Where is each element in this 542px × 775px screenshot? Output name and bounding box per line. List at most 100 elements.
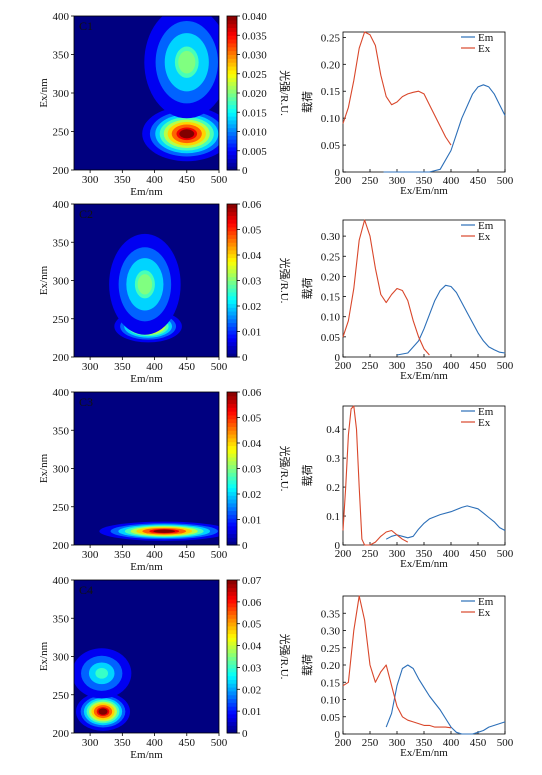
colorbar-segment <box>227 16 237 21</box>
colorbar-label: 光强/R.U. <box>278 70 292 116</box>
colorbar-tick-label: 0.04 <box>242 250 262 262</box>
x-tick-label: 300 <box>389 360 406 372</box>
colorbar-segment <box>227 46 237 52</box>
colorbar-segment <box>227 641 237 646</box>
colorbar-segment <box>227 104 237 109</box>
x-tick-label: 350 <box>114 174 131 186</box>
y-tick-label: 0.20 <box>321 59 341 71</box>
y-tick-label: 0.25 <box>321 32 341 44</box>
colorbar-segment <box>227 35 237 40</box>
x-tick-label: 500 <box>211 361 228 373</box>
x-tick-label: 500 <box>497 175 514 187</box>
colorbar-segment <box>227 506 237 512</box>
colorbar-segment <box>227 683 237 688</box>
colorbar-tick-label: 0.07 <box>242 575 262 587</box>
colorbar-segment <box>227 257 237 262</box>
panel-label: C2 <box>79 207 93 221</box>
x-tick-label: 450 <box>179 361 196 373</box>
legend-label-em: Em <box>478 406 494 418</box>
colorbar-segment <box>227 476 237 481</box>
colorbar-segment <box>227 135 237 140</box>
x-tick-label: 200 <box>335 360 352 372</box>
x-tick-label: 400 <box>146 361 163 373</box>
colorbar-segment <box>227 337 237 343</box>
x-tick-label: 450 <box>179 549 196 561</box>
colorbar-segment <box>227 54 237 59</box>
colorbar-segment <box>227 299 237 304</box>
y-tick-label: 0.15 <box>321 86 341 98</box>
colorbar-segment <box>227 502 237 508</box>
colorbar-segment <box>227 487 237 492</box>
colorbar-segment <box>227 249 237 255</box>
colorbar-segment <box>227 127 237 132</box>
colorbar-segment <box>227 583 237 589</box>
x-tick-label: 200 <box>335 737 352 749</box>
x-tick-label: 350 <box>416 548 433 560</box>
y-axis-label: 载荷 <box>301 278 314 300</box>
x-tick-label: 200 <box>335 175 352 187</box>
colorbar-segment <box>227 349 237 354</box>
colorbar-segment <box>227 453 237 458</box>
y-tick-label: 300 <box>53 464 70 476</box>
x-tick-label: 400 <box>146 549 163 561</box>
colorbar-segment <box>227 162 237 167</box>
colorbar-segment <box>227 522 237 527</box>
colorbar-segment <box>227 422 237 427</box>
colorbar-segment <box>227 510 237 515</box>
colorbar-segment <box>227 269 237 274</box>
y-axis-label: Ex/nm <box>38 453 50 483</box>
colorbar-segment <box>227 265 237 270</box>
x-tick-label: 500 <box>211 174 228 186</box>
colorbar-tick-label: 0.05 <box>242 413 262 425</box>
colorbar-segment <box>227 495 237 500</box>
x-tick-label: 300 <box>389 737 406 749</box>
colorbar-segment <box>227 618 237 623</box>
colorbar-segment <box>227 42 237 48</box>
colorbar-segment <box>227 345 237 350</box>
colorbar-segment <box>227 116 237 121</box>
colorbar-segment <box>227 89 237 94</box>
x-axis-label: Ex/Em/nm <box>400 185 448 197</box>
x-tick-label: 500 <box>497 548 514 560</box>
colorbar-segment <box>227 154 237 159</box>
peak-core <box>178 50 196 74</box>
colorbar-segment <box>227 525 237 531</box>
y-axis-label: Ex/nm <box>38 641 50 671</box>
colorbar-segment <box>227 223 237 228</box>
colorbar-segment <box>227 139 237 144</box>
colorbar-tick-label: 0.01 <box>242 515 261 527</box>
x-axis-label: Em/nm <box>130 373 163 385</box>
y-tick-label: 0.05 <box>321 332 341 344</box>
colorbar-tick-label: 0.040 <box>242 11 267 23</box>
colorbar-segment <box>227 537 237 542</box>
colorbar-segment <box>227 426 237 431</box>
peak-core <box>137 274 153 295</box>
colorbar-segment <box>227 272 237 278</box>
x-tick-label: 500 <box>497 360 514 372</box>
panel-label: C3 <box>79 395 93 409</box>
colorbar-segment <box>227 529 237 535</box>
y-tick-label: 0.20 <box>321 660 341 672</box>
colorbar-segment <box>227 73 237 79</box>
colorbar-segment <box>227 457 237 462</box>
colorbar-segment <box>227 291 237 297</box>
colorbar-label: 光强/R.U. <box>278 258 292 304</box>
x-tick-label: 450 <box>470 175 487 187</box>
colorbar-tick-label: 0 <box>242 540 248 552</box>
colorbar-segment <box>227 411 237 416</box>
colorbar-segment <box>227 318 237 324</box>
colorbar-segment <box>227 334 237 339</box>
y-tick-label: 0.05 <box>321 712 341 724</box>
colorbar-tick-label: 0.02 <box>242 301 261 313</box>
colorbar-segment <box>227 702 237 707</box>
colorbar-segment <box>227 518 237 523</box>
colorbar-segment <box>227 108 237 113</box>
y-tick-label: 400 <box>53 11 70 23</box>
colorbar-segment <box>227 143 237 148</box>
x-tick-label: 500 <box>211 549 228 561</box>
colorbar-segment <box>227 226 237 232</box>
y-tick-label: 200 <box>53 540 70 552</box>
colorbar-segment <box>227 146 237 152</box>
colorbar-segment <box>227 622 237 627</box>
